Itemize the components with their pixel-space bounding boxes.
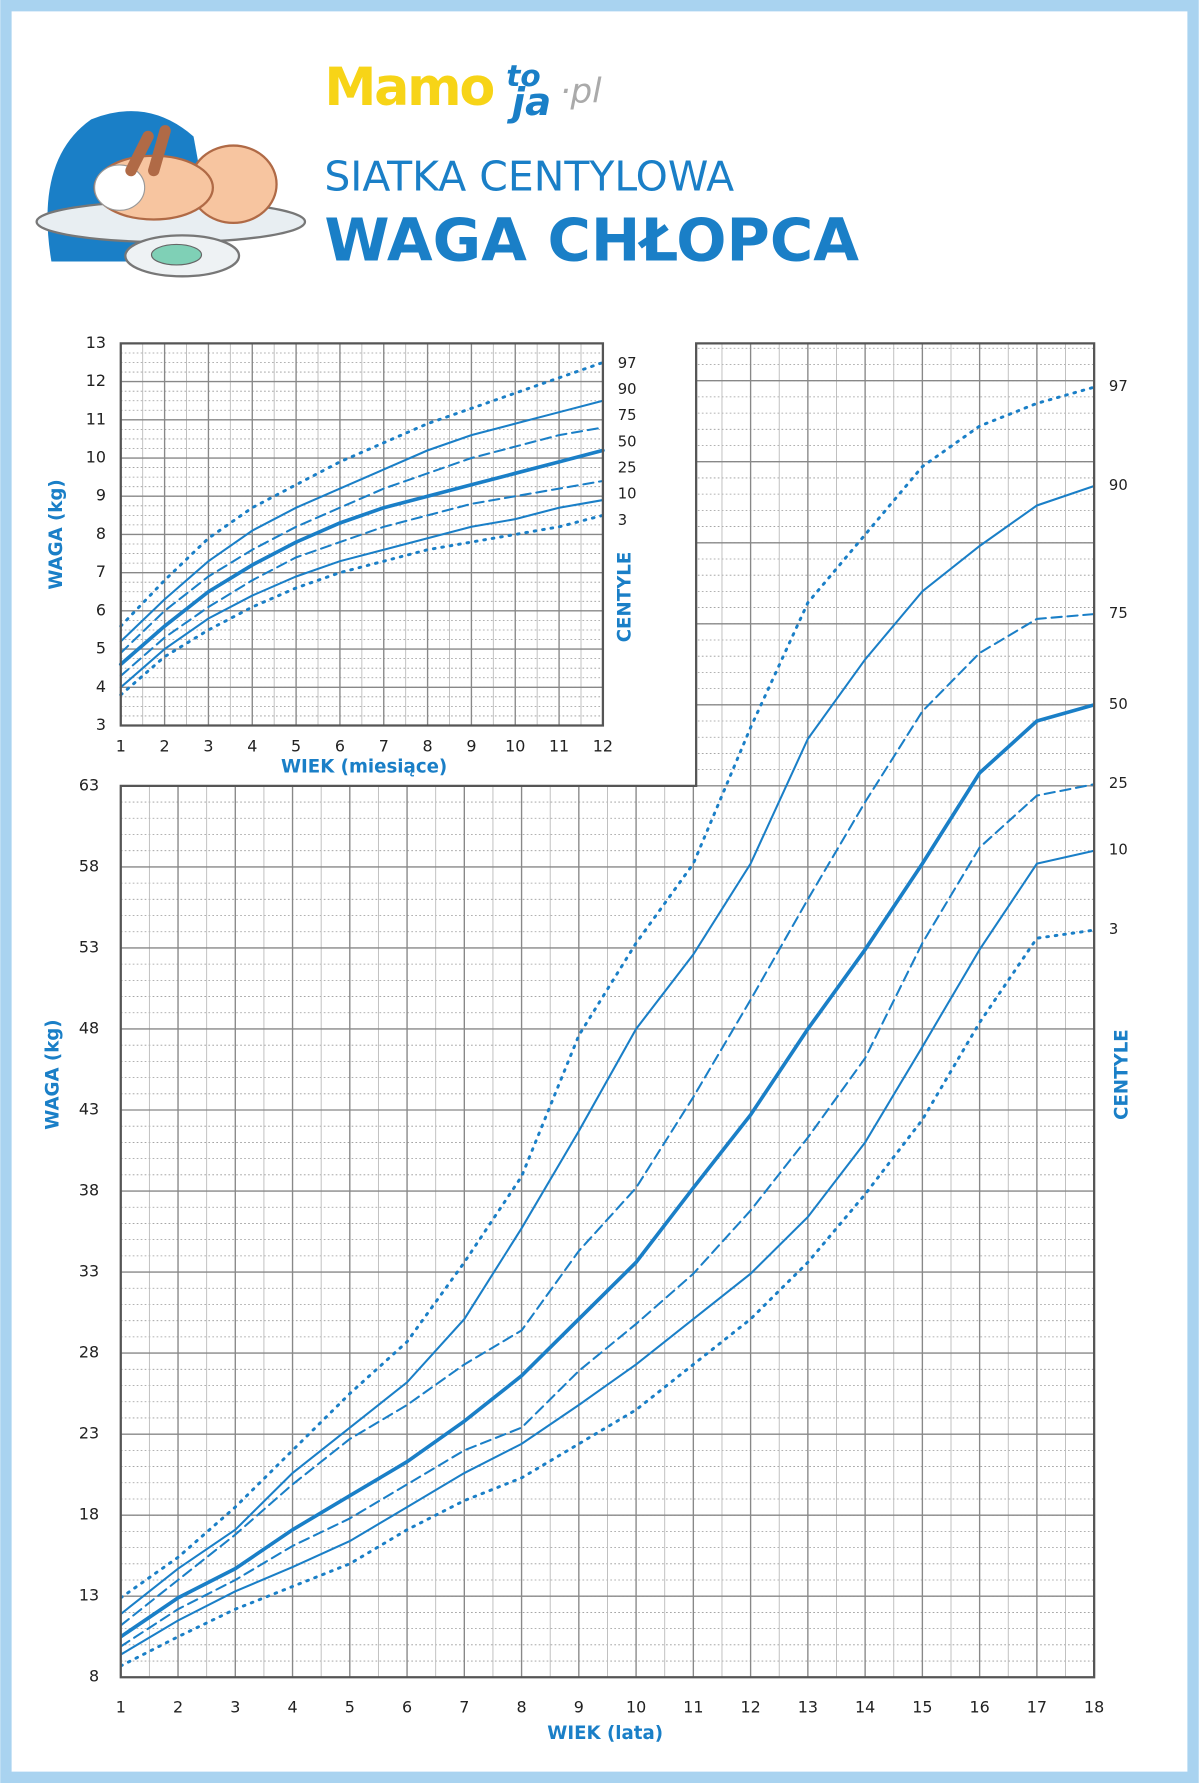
centile-label: 10 (1109, 842, 1128, 859)
x-tick-label: 15 (912, 1697, 932, 1716)
x-tick-label: 17 (1027, 1697, 1047, 1716)
x-tick-label: 10 (505, 737, 525, 756)
x-tick-label: 1 (116, 737, 126, 756)
y-axis-label: WAGA (kg) (43, 1019, 64, 1129)
centile-label: 50 (1109, 696, 1128, 713)
x-tick-label: 3 (203, 737, 213, 756)
x-tick-label: 4 (287, 1697, 297, 1716)
centile-line (118, 448, 605, 667)
baby-illustration (35, 111, 307, 278)
centile-label: 75 (618, 407, 637, 424)
y-tick-label: 23 (79, 1424, 99, 1443)
centile-line (120, 928, 1095, 1668)
y-tick-label: 4 (96, 677, 106, 696)
y-tick-label: 58 (79, 856, 99, 875)
right-axis-label: CENTYLE (615, 552, 636, 643)
x-axis-label: WIEK (miesiące) (281, 757, 447, 778)
x-tick-label: 11 (549, 737, 569, 756)
x-tick-label: 12 (593, 737, 613, 756)
x-tick-label: 18 (1084, 1697, 1104, 1716)
centile-label: 25 (1109, 775, 1128, 792)
x-tick-label: 9 (466, 737, 476, 756)
y-tick-label: 13 (86, 333, 106, 352)
y-tick-label: 11 (86, 409, 106, 428)
y-tick-label: 48 (79, 1018, 99, 1037)
centile-line (120, 703, 1095, 1639)
y-tick-label: 5 (96, 639, 106, 658)
y-tick-label: 9 (96, 486, 106, 505)
centile-label: 90 (618, 381, 637, 398)
centile-label: 3 (1109, 921, 1118, 938)
logo-ja: ja (507, 80, 551, 125)
x-tick-label: 10 (626, 1697, 646, 1716)
x-tick-label: 9 (574, 1697, 584, 1716)
x-tick-label: 2 (173, 1697, 183, 1716)
y-tick-label: 8 (89, 1667, 99, 1686)
x-tick-label: 7 (459, 1697, 469, 1716)
x-tick-label: 5 (345, 1697, 355, 1716)
y-tick-label: 63 (79, 775, 99, 794)
y-tick-label: 28 (79, 1343, 99, 1362)
centile-label: 97 (1109, 378, 1128, 395)
y-tick-label: 12 (86, 371, 106, 390)
y-tick-label: 38 (79, 1181, 99, 1200)
subtitle: WAGA CHŁOPCA (324, 206, 859, 275)
y-tick-label: 6 (96, 600, 106, 619)
y-tick-label: 33 (79, 1262, 99, 1281)
x-tick-label: 3 (230, 1697, 240, 1716)
y-tick-label: 8 (96, 524, 106, 543)
y-tick-label: 10 (86, 448, 106, 467)
centile-line (120, 849, 1095, 1656)
plot-area (118, 342, 605, 727)
x-tick-label: 14 (855, 1697, 875, 1716)
centile-line (119, 426, 604, 654)
x-tick-label: 16 (970, 1697, 990, 1716)
y-tick-label: 3 (96, 715, 106, 734)
y-axis-label: WAGA (kg) (46, 479, 67, 589)
x-tick-label: 1 (116, 1697, 126, 1716)
centile-label: 50 (618, 433, 637, 450)
centile-line (119, 513, 605, 697)
right-axis-label: CENTYLE (1112, 1029, 1133, 1120)
x-tick-label: 2 (160, 737, 170, 756)
x-tick-label: 11 (683, 1697, 703, 1716)
centile-line (120, 385, 1095, 1600)
x-tick-label: 6 (335, 737, 345, 756)
x-tick-label: 5 (291, 737, 301, 756)
centile-label: 97 (618, 355, 637, 372)
centile-label: 90 (1109, 477, 1128, 494)
centile-line (119, 399, 604, 643)
centile-line (119, 479, 604, 677)
centile-label: 10 (618, 486, 637, 503)
x-tick-label: 7 (379, 737, 389, 756)
centile-line (119, 361, 605, 628)
y-tick-label: 7 (96, 562, 106, 581)
centile-label: 75 (1109, 605, 1128, 622)
x-tick-label: 6 (402, 1697, 412, 1716)
centile-label: 3 (618, 512, 627, 529)
logo-to: to (506, 59, 540, 93)
x-tick-label: 12 (740, 1697, 760, 1716)
centile-label: 25 (618, 459, 637, 476)
y-tick-label: 18 (79, 1505, 99, 1524)
centile-line (119, 499, 604, 689)
plot-frame (119, 342, 605, 727)
logo-pl: ·pl (560, 72, 602, 112)
x-axis-label: WIEK (lata) (547, 1723, 663, 1744)
y-tick-label: 53 (79, 937, 99, 956)
y-tick-label: 43 (79, 1100, 99, 1119)
x-tick-label: 8 (517, 1697, 527, 1716)
x-tick-label: 4 (247, 737, 257, 756)
centile-line (120, 485, 1095, 1616)
centile-line (120, 783, 1095, 1648)
x-tick-label: 8 (423, 737, 433, 756)
plot-frame (119, 342, 1096, 1679)
logo-mamo: Mamo (324, 57, 493, 118)
y-tick-label: 13 (79, 1586, 99, 1605)
x-tick-label: 13 (798, 1697, 818, 1716)
title: SIATKA CENTYLOWA (324, 153, 734, 201)
centile-line (120, 613, 1095, 1627)
